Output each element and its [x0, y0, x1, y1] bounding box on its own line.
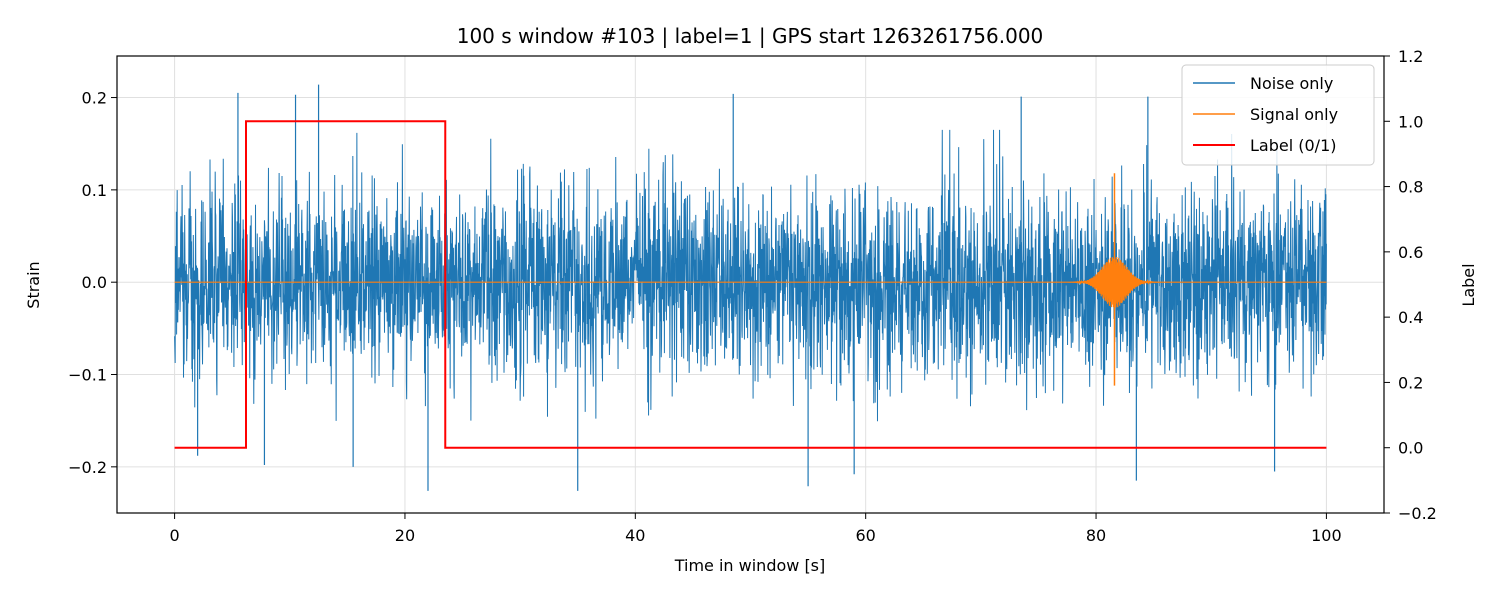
chart-title: 100 s window #103 | label=1 | GPS start … — [457, 24, 1044, 48]
y2-tick-label: 0.0 — [1398, 439, 1423, 458]
y-tick-label: 0.2 — [82, 89, 107, 108]
legend-label-noise: Noise only — [1250, 74, 1333, 93]
signal-line — [174, 256, 1327, 308]
x-tick-label: 40 — [625, 526, 645, 545]
y2-tick-label: 0.8 — [1398, 178, 1423, 197]
label-line — [174, 120, 1327, 449]
x-tick-label: 0 — [169, 526, 179, 545]
legend: Noise only Signal only Label (0/1) — [1181, 64, 1375, 166]
y2-axis: −0.2 0.0 0.2 0.4 0.6 0.8 1.0 1.2 — [1384, 47, 1437, 523]
signal-series — [174, 173, 1327, 386]
plot-frame — [116, 55, 1385, 514]
y-tick-label: 0.0 — [82, 273, 107, 292]
y-tick-label: −0.1 — [68, 366, 107, 385]
legend-box — [1181, 64, 1375, 166]
y-axis: −0.2 −0.1 0.0 0.1 0.2 — [68, 89, 117, 477]
y2-tick-label: 0.2 — [1398, 373, 1423, 392]
noise-series — [174, 84, 1327, 491]
x-tick-label: 100 — [1311, 526, 1342, 545]
noise-line — [174, 129, 1327, 422]
x-axis: 0 20 40 60 80 100 — [169, 513, 1342, 545]
y2-tick-label: 1.0 — [1398, 112, 1423, 131]
x-axis-label: Time in window [s] — [674, 556, 826, 575]
label-series — [174, 120, 1327, 449]
y2-tick-label: −0.2 — [1398, 504, 1437, 523]
legend-label-signal: Signal only — [1250, 105, 1338, 124]
x-tick-label: 80 — [1086, 526, 1106, 545]
x-tick-label: 60 — [856, 526, 876, 545]
y2-tick-label: 0.4 — [1398, 308, 1423, 327]
y2-axis-label: Label — [1459, 263, 1478, 306]
y-tick-label: −0.2 — [68, 458, 107, 477]
x-tick-label: 20 — [395, 526, 415, 545]
y2-tick-label: 0.6 — [1398, 243, 1423, 262]
y-axis-label: Strain — [24, 261, 43, 308]
y2-tick-label: 1.2 — [1398, 47, 1423, 66]
y-tick-label: 0.1 — [82, 181, 107, 200]
legend-label-label: Label (0/1) — [1250, 136, 1336, 155]
